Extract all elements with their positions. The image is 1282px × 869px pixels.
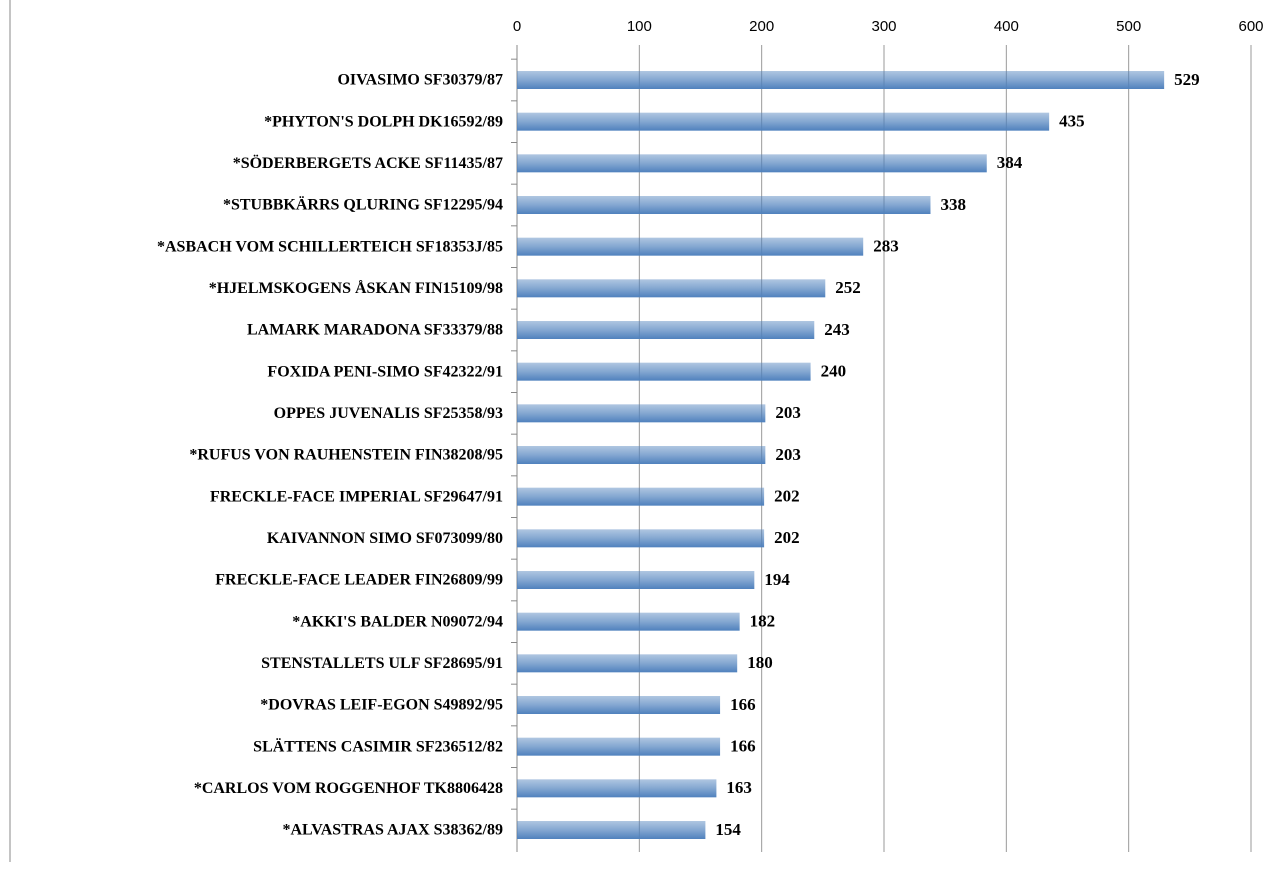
y-tick-label: STENSTALLETS ULF SF28695/91 (261, 655, 503, 672)
data-label: 166 (730, 737, 756, 756)
x-tick-label: 400 (994, 18, 1019, 35)
data-label: 338 (940, 195, 966, 214)
bar (517, 237, 864, 256)
y-tick-label: FRECKLE-FACE LEADER FIN26809/99 (215, 572, 503, 589)
bar (517, 279, 826, 298)
y-tick-label: LAMARK MARADONA SF33379/88 (247, 322, 503, 339)
bar (517, 779, 717, 798)
data-label: 243 (824, 320, 850, 339)
data-label: 202 (774, 487, 800, 506)
x-tick-label: 200 (749, 18, 774, 35)
data-label: 203 (775, 445, 801, 464)
bar (517, 487, 765, 506)
y-tick-label: KAIVANNON SIMO SF073099/80 (267, 530, 503, 547)
bar (517, 821, 706, 839)
y-tick-label: SLÄTTENS CASIMIR SF236512/82 (253, 737, 503, 755)
data-label: 529 (1174, 70, 1200, 89)
data-label: 166 (730, 695, 756, 714)
data-label: 384 (997, 153, 1023, 172)
y-tick-label: *STUBBKÄRRS QLURING SF12295/94 (223, 196, 503, 214)
data-label: 180 (747, 653, 773, 672)
data-label: 182 (750, 612, 776, 631)
x-tick-label: 600 (1238, 18, 1263, 35)
bar (517, 71, 1165, 89)
y-tick-label: *RUFUS VON RAUHENSTEIN FIN38208/95 (189, 447, 503, 464)
bar (517, 529, 765, 548)
x-tick-label: 300 (871, 18, 896, 35)
bar (517, 154, 987, 173)
y-tick-label: FOXIDA PENI-SIMO SF42322/91 (267, 363, 503, 380)
data-label: 283 (873, 237, 899, 256)
y-tick-label: OPPES JUVENALIS SF25358/93 (274, 405, 503, 422)
data-label: 163 (726, 778, 752, 797)
bar (517, 612, 740, 631)
x-tick-label: 100 (627, 18, 652, 35)
y-tick-label: *HJELMSKOGENS ÅSKAN FIN15109/98 (209, 279, 503, 297)
data-label: 154 (715, 820, 741, 839)
data-label: 435 (1059, 112, 1085, 131)
y-tick-label: *DOVRAS LEIF-EGON S49892/95 (260, 697, 503, 714)
y-tick-label: FRECKLE-FACE IMPERIAL SF29647/91 (210, 488, 503, 505)
data-label: 202 (774, 528, 800, 547)
y-tick-label: *SÖDERBERGETS ACKE SF11435/87 (233, 154, 503, 172)
data-label: 203 (775, 403, 801, 422)
y-tick-label: *ALVASTRAS AJAX S38362/89 (282, 822, 503, 839)
y-tick-label: OIVASIMO SF30379/87 (337, 72, 503, 89)
bar (517, 404, 766, 423)
data-label: 252 (835, 278, 861, 297)
data-label: 194 (764, 570, 790, 589)
x-tick-label: 0 (513, 18, 521, 35)
bar (517, 696, 721, 714)
bar (517, 112, 1050, 131)
bar (517, 362, 811, 381)
data-label: 240 (821, 362, 847, 381)
y-tick-label: *ASBACH VOM SCHILLERTEICH SF18353J/85 (157, 238, 503, 255)
bar (517, 196, 931, 214)
bar (517, 737, 721, 756)
y-tick-label: *AKKI'S BALDER N09072/94 (292, 613, 503, 630)
bar (517, 446, 766, 464)
bar (517, 571, 755, 589)
bar (517, 654, 738, 673)
bar (517, 321, 815, 339)
x-tick-label: 500 (1116, 18, 1141, 35)
y-tick-label: *PHYTON'S DOLPH DK16592/89 (264, 113, 503, 130)
y-tick-label: *CARLOS VOM ROGGENHOF TK8806428 (194, 780, 503, 797)
